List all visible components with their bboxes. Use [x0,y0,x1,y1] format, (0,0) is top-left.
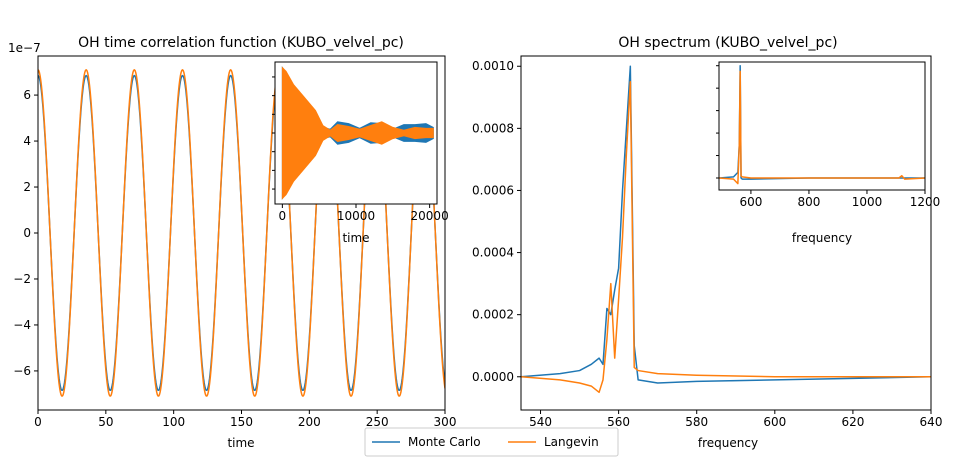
x-tick-label: 1000 [852,195,883,209]
y-tick-label: 0.0010 [472,59,514,73]
x-tick-label: 560 [607,415,630,429]
right-series-lines [521,65,931,394]
x-tick-label: 20000 [411,209,449,223]
left-offset-label: 1e−7 [8,41,41,55]
y-tick-label: −4 [13,318,31,332]
right-x-ticks: 540 560 580 600 620 640 [529,410,942,429]
right-y-ticks: 0.0000 0.0002 0.0004 0.0006 0.0008 0.0010 [472,59,521,384]
inset-line-langevin [719,70,925,185]
y-tick-label: 0.0000 [472,370,514,384]
legend-label-langevin: Langevin [544,435,599,449]
left-inset: 0 10000 20000 time [272,61,449,245]
right-inset-x-label: frequency [792,231,852,245]
y-tick-label: −6 [13,364,31,378]
x-tick-label: 600 [763,415,786,429]
left-panel-title: OH time correlation function (KUBO_velve… [78,35,404,51]
x-tick-label: 600 [739,195,762,209]
right-panel: OH spectrum (KUBO_velvel_pc) 540 560 580 60… [472,35,942,450]
y-tick-label: 2 [23,180,31,194]
x-tick-label: 250 [366,415,389,429]
right-inset: 600 800 1000 1200 frequency [716,61,941,245]
x-tick-label: 640 [920,415,943,429]
y-tick-label: 0.0004 [472,246,514,260]
x-tick-label: 1200 [910,195,941,209]
legend-label-monte-carlo: Monte Carlo [408,435,481,449]
right-axes-frame [520,55,932,411]
x-tick-label: 100 [162,415,185,429]
x-tick-label: 0 [279,209,287,223]
y-tick-label: 4 [23,134,31,148]
left-inset-series [281,66,434,200]
y-tick-label: −2 [13,272,31,286]
series-line-langevin [521,81,931,394]
legend: Monte Carlo Langevin [364,427,619,457]
left-inset-x-label: time [342,231,369,245]
x-tick-label: 0 [34,415,42,429]
left-x-axis-label: time [227,436,254,450]
y-tick-label: 0.0006 [472,183,514,197]
left-y-ticks: −6 −4 −2 0 2 4 6 [13,88,38,378]
x-tick-label: 580 [685,415,708,429]
right-inset-frame [718,61,926,191]
x-tick-label: 800 [797,195,820,209]
y-tick-label: 0.0008 [472,121,514,135]
x-tick-label: 300 [434,415,457,429]
x-tick-label: 540 [529,415,552,429]
right-inset-series [719,64,925,185]
x-tick-label: 150 [230,415,253,429]
left-inset-ticks: 0 10000 20000 [272,76,449,223]
right-x-axis-label: frequency [698,436,758,450]
y-tick-label: 0.0002 [472,308,514,322]
x-tick-label: 10000 [337,209,375,223]
right-inset-background [719,62,925,190]
left-x-ticks: 0 50 100 150 200 250 300 [34,410,456,429]
x-tick-label: 200 [298,415,321,429]
right-panel-title: OH spectrum (KUBO_velvel_pc) [618,35,837,51]
legend-box [364,427,619,457]
x-tick-label: 620 [841,415,864,429]
right-inset-ticks: 600 800 1000 1200 [716,65,941,209]
inset-band-langevin [281,66,434,200]
series-line-monte-carlo [521,65,931,384]
x-tick-label: 50 [98,415,113,429]
y-tick-label: 0 [23,226,31,240]
y-tick-label: 6 [23,88,31,102]
